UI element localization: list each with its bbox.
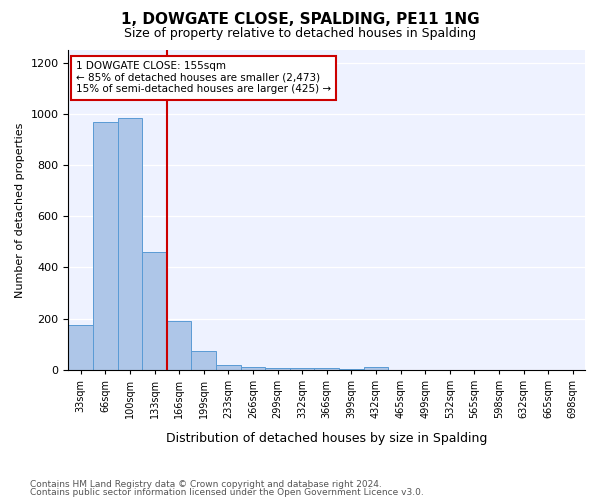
Bar [191,350,216,370]
Bar [290,368,314,370]
Text: 1, DOWGATE CLOSE, SPALDING, PE11 1NG: 1, DOWGATE CLOSE, SPALDING, PE11 1NG [121,12,479,28]
Text: Contains HM Land Registry data © Crown copyright and database right 2024.: Contains HM Land Registry data © Crown c… [30,480,382,489]
Bar [241,367,265,370]
Bar [339,369,364,370]
Y-axis label: Number of detached properties: Number of detached properties [15,122,25,298]
Text: Contains public sector information licensed under the Open Government Licence v3: Contains public sector information licen… [30,488,424,497]
Bar [68,325,93,370]
Text: 1 DOWGATE CLOSE: 155sqm
← 85% of detached houses are smaller (2,473)
15% of semi: 1 DOWGATE CLOSE: 155sqm ← 85% of detache… [76,61,331,94]
Bar [118,118,142,370]
Bar [167,321,191,370]
Bar [216,364,241,370]
Bar [364,366,388,370]
Bar [142,252,167,370]
Text: Size of property relative to detached houses in Spalding: Size of property relative to detached ho… [124,28,476,40]
Bar [93,122,118,370]
X-axis label: Distribution of detached houses by size in Spalding: Distribution of detached houses by size … [166,432,487,445]
Bar [314,368,339,370]
Bar [265,368,290,370]
